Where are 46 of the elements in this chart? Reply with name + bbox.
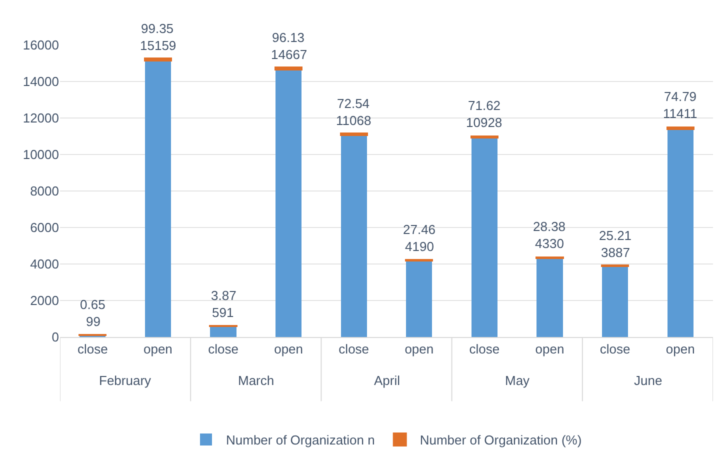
data-label: 11411 bbox=[663, 106, 698, 121]
legend-label: Number of Organization (%) bbox=[420, 432, 582, 448]
x-tick-label: close bbox=[469, 342, 500, 357]
text: April bbox=[374, 373, 400, 388]
data-label: 10928 bbox=[466, 115, 502, 130]
y-tick-label: 0 bbox=[52, 330, 59, 345]
legend-label: Number of Organization n bbox=[226, 432, 375, 448]
x-tick-label: open bbox=[535, 342, 564, 357]
data-label: 25.21 bbox=[599, 228, 632, 243]
data-label: 71.62 bbox=[468, 98, 501, 113]
text: June bbox=[634, 373, 662, 388]
y-tick-label: 16000 bbox=[22, 38, 59, 53]
data-label: 99 bbox=[86, 314, 100, 329]
y-tick-label: 2000 bbox=[30, 293, 59, 308]
data-label: 15159 bbox=[140, 38, 176, 53]
text: February bbox=[99, 373, 152, 388]
y-tick-label: 4000 bbox=[30, 256, 59, 272]
data-label: 96.13 bbox=[272, 30, 305, 45]
data-label: 72.54 bbox=[337, 96, 370, 111]
y-tick-label: 12000 bbox=[22, 110, 59, 126]
x-tick-label: close bbox=[208, 342, 238, 357]
data-label: 11068 bbox=[336, 113, 372, 128]
data-label: 591 bbox=[212, 305, 234, 320]
y-tick-label: 14000 bbox=[22, 74, 59, 90]
x-tick-label: open bbox=[404, 342, 434, 357]
text: May bbox=[505, 373, 530, 388]
x-tick-label: open bbox=[143, 342, 172, 357]
data-label: 99.35 bbox=[141, 21, 174, 36]
data-label: 0.65 bbox=[80, 297, 106, 312]
data-label: 3.87 bbox=[211, 288, 236, 303]
x-tick-label: close bbox=[77, 342, 108, 357]
data-label: 4330 bbox=[535, 236, 564, 251]
y-tick-label: 10000 bbox=[22, 147, 59, 162]
x-tick-label: close bbox=[338, 342, 370, 357]
data-label: 27.46 bbox=[403, 222, 436, 237]
x-tick-label: close bbox=[600, 342, 630, 357]
y-tick-label: 6000 bbox=[30, 220, 59, 236]
x-tick-label: open bbox=[274, 342, 304, 357]
text: March bbox=[238, 373, 274, 388]
data-label: 3887 bbox=[601, 245, 630, 260]
data-label: 74.79 bbox=[664, 89, 697, 104]
data-label: 4190 bbox=[405, 239, 434, 254]
y-tick-label: 8000 bbox=[30, 184, 59, 199]
data-label: 28.38 bbox=[533, 219, 566, 234]
x-tick-label: open bbox=[666, 342, 695, 357]
data-label: 14667 bbox=[271, 47, 308, 62]
